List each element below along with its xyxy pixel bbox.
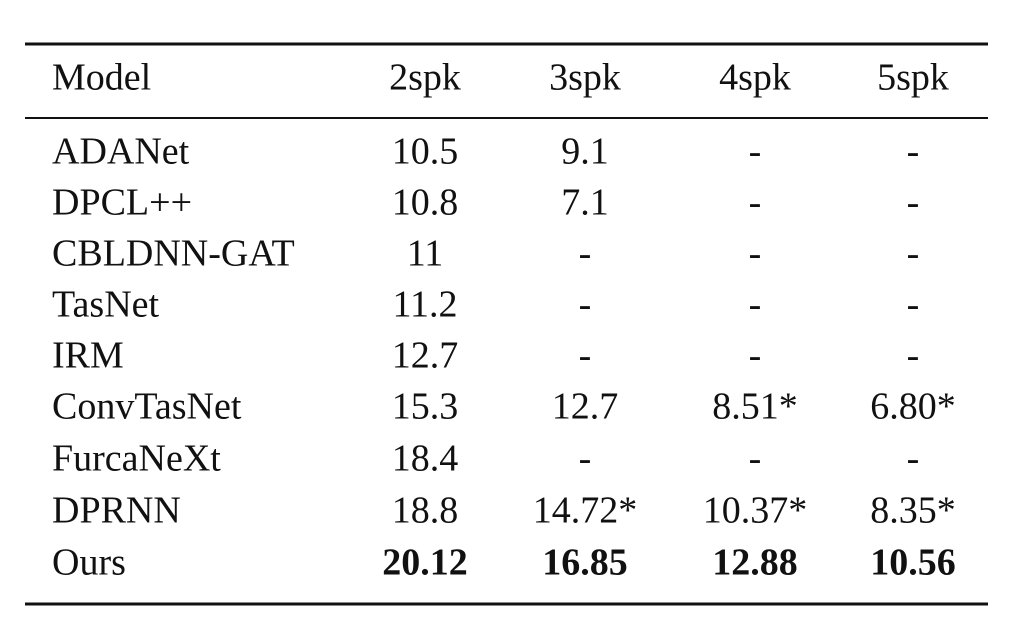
score-cell: - xyxy=(749,335,762,377)
score-cell: 18.4 xyxy=(392,438,459,480)
score-cell: - xyxy=(907,233,920,275)
score-cell: - xyxy=(749,131,762,173)
header-cell: 2spk xyxy=(389,57,461,99)
model-name: Ours xyxy=(52,542,126,584)
score-cell: 6.80* xyxy=(870,386,956,428)
score-cell: - xyxy=(749,233,762,275)
score-cell: - xyxy=(579,233,592,275)
score-cell: 10.37* xyxy=(703,490,808,532)
score-cell: - xyxy=(579,284,592,326)
score-cell: - xyxy=(907,335,920,377)
score-cell: 10.5 xyxy=(392,131,459,173)
score-cell: 12.7 xyxy=(552,386,619,428)
score-cell: 7.1 xyxy=(561,182,609,224)
score-cell: 10.8 xyxy=(392,182,459,224)
score-cell: 10.56 xyxy=(870,542,956,584)
model-name: TasNet xyxy=(52,284,160,326)
score-cell: - xyxy=(579,438,592,480)
score-cell: 11.2 xyxy=(392,284,457,326)
score-cell: - xyxy=(907,182,920,224)
score-cell: - xyxy=(749,284,762,326)
header-cell: 3spk xyxy=(549,57,621,99)
model-name: ConvTasNet xyxy=(52,386,242,428)
score-cell: 18.8 xyxy=(392,490,459,532)
header-cell: Model xyxy=(52,57,151,99)
header-cell: 5spk xyxy=(877,57,949,99)
score-cell: 15.3 xyxy=(392,386,459,428)
model-name: DPRNN xyxy=(52,490,181,532)
score-cell: - xyxy=(579,335,592,377)
score-cell: 11 xyxy=(407,233,444,275)
score-cell: 14.72* xyxy=(533,490,638,532)
score-cell: - xyxy=(907,131,920,173)
score-cell: 12.88 xyxy=(712,542,798,584)
model-name: IRM xyxy=(52,335,124,377)
score-cell: 12.7 xyxy=(392,335,459,377)
header-cell: 4spk xyxy=(719,57,791,99)
score-cell: 16.85 xyxy=(542,542,628,584)
score-cell: - xyxy=(907,284,920,326)
model-name: CBLDNN-GAT xyxy=(52,233,295,275)
score-cell: 8.51* xyxy=(712,386,798,428)
score-cell: 20.12 xyxy=(382,542,468,584)
score-cell: - xyxy=(907,438,920,480)
score-cell: - xyxy=(749,182,762,224)
model-name: DPCL++ xyxy=(52,182,192,224)
model-name: ADANet xyxy=(52,131,190,173)
model-name: FurcaNeXt xyxy=(52,438,221,480)
score-cell: 8.35* xyxy=(870,490,956,532)
score-cell: - xyxy=(749,438,762,480)
score-cell: 9.1 xyxy=(561,131,609,173)
